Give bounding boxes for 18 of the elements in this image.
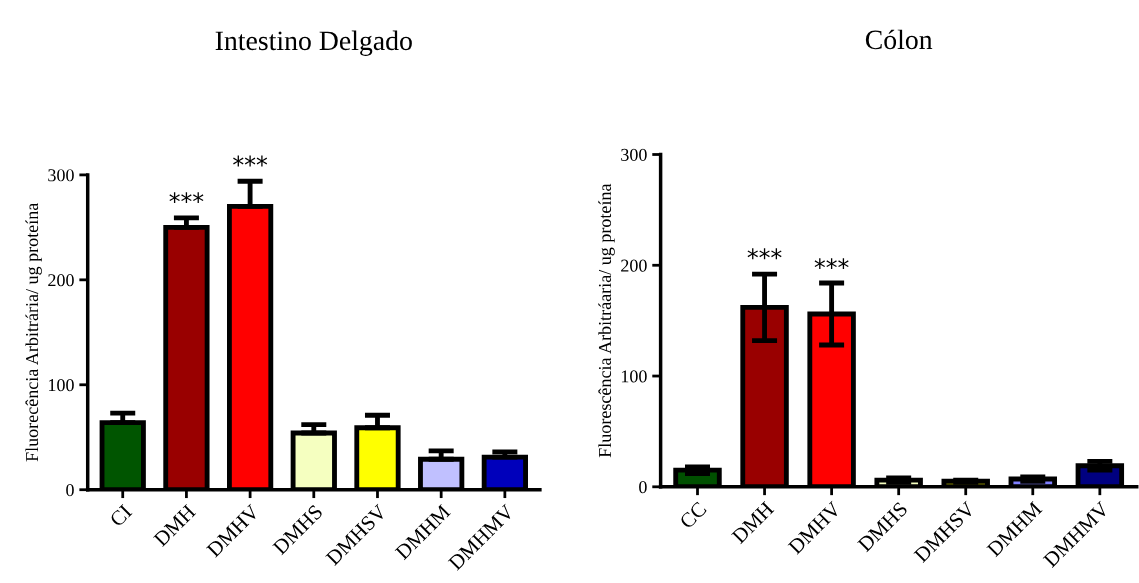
y-tick-label: 100 xyxy=(49,379,74,392)
y-tick-label: 0 xyxy=(66,483,74,497)
annotation: *** xyxy=(233,155,268,167)
x-tick-label: CC xyxy=(678,501,708,530)
y-tick-label: 200 xyxy=(621,259,647,272)
y-axis-title: Fluorecência Arbitrária/ ug proteína xyxy=(25,202,42,462)
annotation: *** xyxy=(169,192,204,204)
y-tick-label: 300 xyxy=(48,169,74,182)
annotation: *** xyxy=(814,258,849,270)
y-tick-label: 100 xyxy=(621,370,647,383)
chart-title: Cólon xyxy=(865,29,933,50)
y-tick-label: 300 xyxy=(621,148,647,161)
y-tick-label: 200 xyxy=(48,274,74,287)
annotation: *** xyxy=(747,248,782,260)
y-tick-label: 0 xyxy=(639,481,647,494)
y-axis-title: Fluorescência Arbitráaria/ ug proteína xyxy=(598,183,615,458)
chart-title: Intestino Delgado xyxy=(215,30,412,56)
x-tick-label: CI xyxy=(109,503,133,528)
